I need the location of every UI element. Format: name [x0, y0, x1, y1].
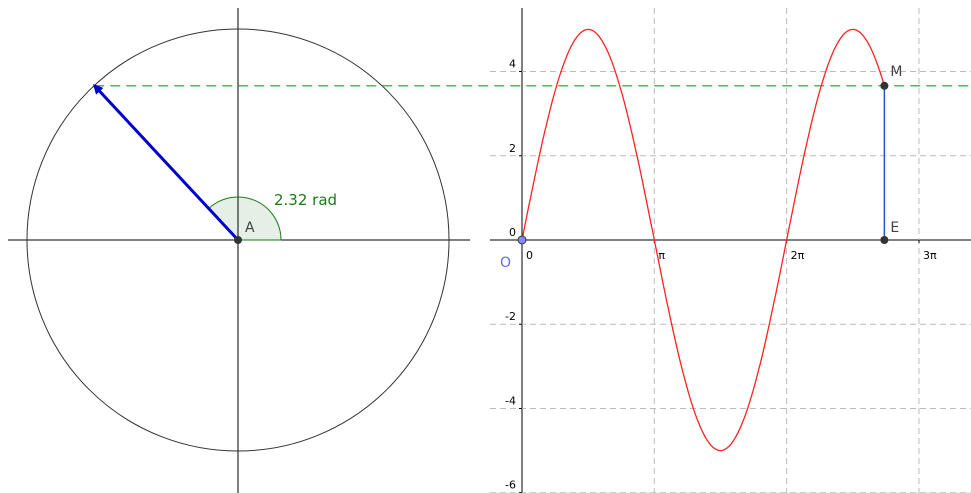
y-tick-label: -6: [505, 479, 516, 492]
angle-sector: [208, 196, 282, 241]
x-tick-label: π: [658, 249, 665, 262]
x-tick-label: 0: [526, 249, 533, 262]
origin-label: O: [500, 255, 511, 271]
origin-point: [517, 235, 527, 245]
x-tick-label: 3π: [923, 249, 937, 262]
y-tick-label: 2: [509, 142, 516, 155]
radius-vector: [92, 84, 240, 242]
center-point: [234, 236, 242, 244]
point-e-label: E: [890, 220, 899, 236]
center-label: A: [245, 220, 255, 236]
y-tick-label: 4: [509, 58, 516, 71]
sine-curve: [521, 28, 886, 452]
unit-circle: [26, 28, 450, 452]
y-tick-label: 0: [509, 226, 516, 239]
x-tick-label: 2π: [791, 249, 805, 262]
y-tick-label: -2: [505, 310, 516, 323]
point-m: [880, 81, 889, 90]
point-m-label: M: [890, 64, 902, 80]
angle-label: 2.32 rad: [274, 191, 337, 209]
y-tick-label: -4: [505, 394, 516, 407]
point-e: [880, 236, 889, 244]
